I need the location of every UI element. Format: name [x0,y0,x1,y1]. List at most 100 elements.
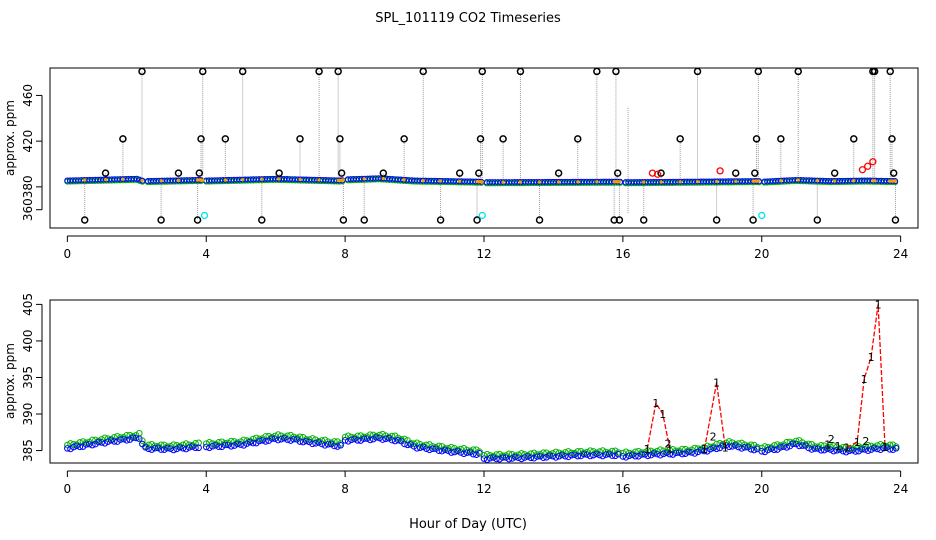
series-marker-red: 1 [644,443,651,456]
data-point-blue [469,450,477,458]
data-point-orange [159,179,163,183]
data-point-blue [441,446,449,454]
data-point-blue [448,449,455,456]
data-point-green [549,450,557,457]
series-marker-red: 1 [861,373,868,386]
data-point-blue [101,439,109,447]
data-point-blue [758,448,766,455]
data-point-green [376,431,383,439]
data-point-blue [309,440,316,448]
data-point-blue [518,455,525,463]
data-point-blue [540,454,547,461]
data-point-orange [260,177,264,181]
data-point-orange [317,178,321,182]
data-point-blue [413,445,421,452]
data-point-blue [599,452,607,460]
data-point-blue [192,444,199,452]
x-tick-label-bottom: 16 [615,482,630,496]
data-point-green [185,441,193,449]
data-point-blue [596,451,603,459]
data-point-blue [110,438,118,445]
data-point-blue [388,436,396,444]
data-point-green [157,441,165,449]
data-point-green [632,448,639,456]
data-point-green [713,440,720,448]
data-point-blue [463,449,471,456]
data-point-green [249,435,257,443]
data-point-orange [83,178,87,182]
data-point-green [117,434,124,441]
data-point-blue [619,453,627,460]
data-point-blue [123,436,131,444]
data-point-orange [815,179,819,183]
data-point-green [874,442,881,449]
x-axis-title: Hour of Day (UTC) [409,517,527,532]
data-point-green [354,432,361,440]
data-point-blue [561,452,569,460]
data-point-green [839,444,847,451]
series-marker-red: 1 [722,442,729,455]
data-point-blue [552,454,560,461]
data-point-green [852,443,859,450]
data-point-green [76,439,84,446]
data-point-black [258,216,266,224]
data-point-blue [179,444,187,452]
data-point-orange [480,180,484,184]
data-point-blue [206,444,213,452]
data-point-black [749,216,757,224]
series-marker-red: 1 [843,442,850,455]
data-point-orange [421,179,425,183]
data-point-black [613,169,622,177]
data-point-black [870,67,879,76]
data-point-black [794,67,802,76]
data-point-blue [608,452,616,459]
data-point-orange [298,177,302,182]
data-point-orange [241,178,245,182]
data-point-green [284,432,291,440]
data-point-blue [480,455,488,462]
data-point-black [379,169,388,177]
data-point-blue [457,449,465,456]
data-point-blue [318,440,326,448]
data-point-black [436,216,445,224]
data-point-blue [404,441,411,449]
data-point-orange [873,179,877,183]
x-tick-label-bottom: 12 [476,482,491,496]
data-point-blue [354,437,361,444]
series-marker-red: 1 [824,439,831,452]
data-point-blue [586,452,594,460]
data-point-blue [237,441,244,448]
data-point-green [401,435,408,443]
data-point-green [360,433,368,441]
data-point-black [610,216,618,224]
data-point-green [678,445,686,453]
data-point-orange [595,180,599,184]
plot-frame-top [49,67,919,229]
data-point-blue [376,434,383,442]
data-point-black [476,135,485,143]
data-point-orange [458,179,462,183]
data-point-blue [331,442,338,450]
data-point-blue [394,436,402,444]
data-point-blue [182,445,190,453]
data-point-green [527,450,535,457]
data-point-black [339,216,348,224]
data-point-orange [140,178,144,183]
data-point-orange [201,178,205,182]
data-point-blue [132,434,140,442]
data-point-red [869,158,877,166]
data-point-red [864,162,872,170]
data-point-black [336,135,344,143]
data-point-blue [549,452,557,460]
data-point-green [221,439,229,447]
data-point-blue [688,449,695,456]
data-point-black [693,67,702,76]
data-point-green [271,432,279,440]
data-point-blue [799,442,806,449]
data-point-black [193,216,202,224]
data-point-blue [852,448,859,455]
data-point-blue [657,451,664,459]
data-point-green [574,448,582,455]
data-point-green [805,440,812,448]
data-point-black [119,135,127,143]
